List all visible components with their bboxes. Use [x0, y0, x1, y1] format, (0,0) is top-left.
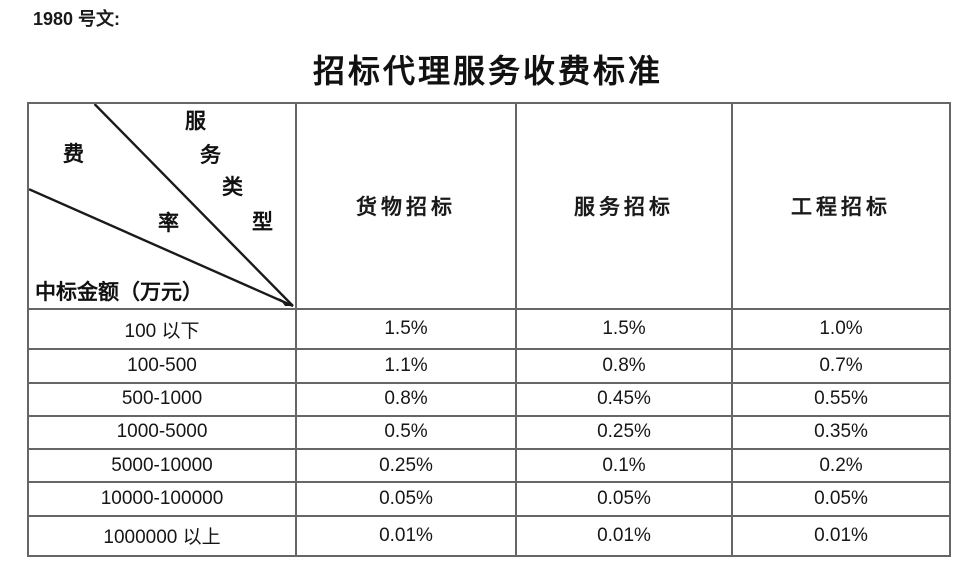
service-type-char-4: 型: [252, 210, 273, 234]
services-rate-cell: 0.01%: [515, 514, 733, 558]
corner-cell-content: 费 率 服 务 类 型 中标金额（万元）: [29, 104, 295, 308]
col-header-goods: 货物招标: [295, 102, 517, 310]
col-header-services: 服务招标: [515, 102, 733, 310]
services-rate-cell: 0.8%: [515, 348, 733, 384]
works-rate-cell: 1.0%: [731, 307, 951, 351]
goods-rate-cell: 0.01%: [295, 514, 517, 558]
fee-standard-table: 费 率 服 务 类 型 中标金额（万元） 货物招标 服务招标 工程招标 100 …: [27, 102, 951, 558]
doc-number-label: 1980 号文:: [33, 9, 121, 29]
amount-axis-label: 中标金额（万元）: [35, 280, 203, 304]
header-row: 费 率 服 务 类 型 中标金额（万元） 货物招标 服务招标 工程招标: [27, 102, 951, 310]
table-row: 100-500 1.1% 0.8% 0.7%: [27, 348, 951, 384]
services-rate-cell: 1.5%: [515, 307, 733, 351]
service-type-char-1: 服: [185, 109, 206, 133]
goods-rate-cell: 1.5%: [295, 307, 517, 351]
amount-cell: 1000-5000: [27, 414, 297, 451]
amount-cell: 1000000 以上: [27, 514, 297, 558]
works-rate-cell: 0.55%: [731, 381, 951, 417]
goods-rate-cell: 1.1%: [295, 348, 517, 384]
corner-header-cell: 费 率 服 务 类 型 中标金额（万元）: [27, 102, 297, 310]
table-row: 5000-10000 0.25% 0.1% 0.2%: [27, 448, 951, 484]
works-rate-cell: 0.7%: [731, 348, 951, 384]
amount-cell: 10000-100000: [27, 481, 297, 517]
service-type-char-2: 务: [200, 143, 221, 167]
goods-rate-cell: 0.05%: [295, 481, 517, 517]
goods-rate-cell: 0.8%: [295, 381, 517, 417]
amount-cell: 5000-10000: [27, 448, 297, 484]
table-row: 1000-5000 0.5% 0.25% 0.35%: [27, 414, 951, 451]
rate-axis-char-2: 率: [158, 211, 179, 235]
amount-cell: 100 以下: [27, 307, 297, 351]
table-row: 10000-100000 0.05% 0.05% 0.05%: [27, 481, 951, 517]
rate-axis-char-1: 费: [63, 142, 84, 166]
amount-cell: 500-1000: [27, 381, 297, 417]
table-row: 500-1000 0.8% 0.45% 0.55%: [27, 381, 951, 417]
page-title: 招标代理服务收费标准: [312, 53, 663, 89]
table-row: 1000000 以上 0.01% 0.01% 0.01%: [27, 514, 951, 558]
goods-rate-cell: 0.25%: [295, 448, 517, 484]
works-rate-cell: 0.01%: [731, 514, 951, 558]
col-header-works: 工程招标: [731, 102, 951, 310]
diagonal-divider-lines: [29, 104, 294, 308]
services-rate-cell: 0.25%: [515, 414, 733, 451]
table-row: 100 以下 1.5% 1.5% 1.0%: [27, 307, 951, 351]
services-rate-cell: 0.45%: [515, 381, 733, 417]
goods-rate-cell: 0.5%: [295, 414, 517, 451]
works-rate-cell: 0.05%: [731, 481, 951, 517]
works-rate-cell: 0.2%: [731, 448, 951, 484]
works-rate-cell: 0.35%: [731, 414, 951, 451]
amount-cell: 100-500: [27, 348, 297, 384]
service-type-char-3: 类: [222, 175, 243, 199]
services-rate-cell: 0.05%: [515, 481, 733, 517]
services-rate-cell: 0.1%: [515, 448, 733, 484]
